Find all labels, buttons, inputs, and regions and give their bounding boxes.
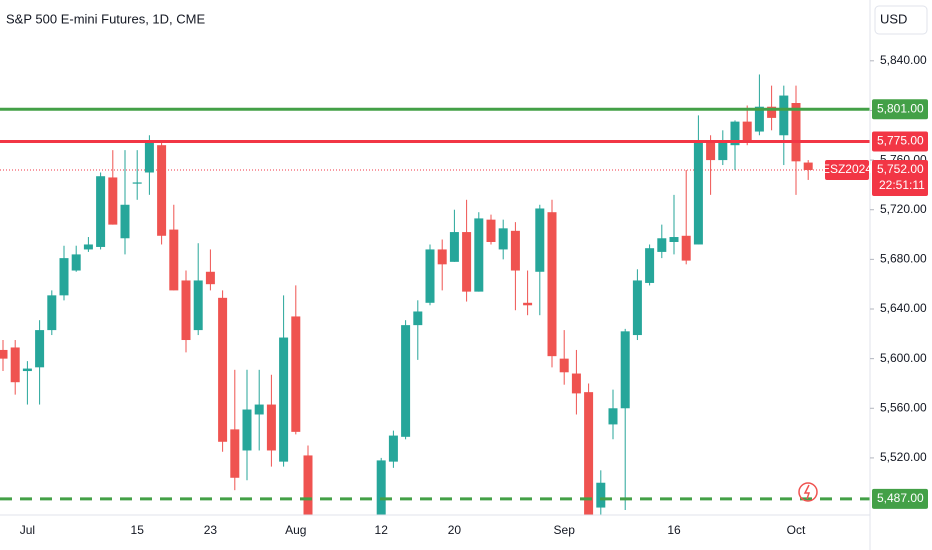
candle-body (120, 204, 130, 239)
candle-body (266, 404, 276, 451)
candle-body (559, 358, 569, 373)
candle-body (669, 237, 679, 242)
y-tick-label: 5,560.00 (880, 400, 927, 414)
y-tick-label: 5,720.00 (880, 202, 927, 216)
candle-body (425, 249, 435, 303)
plot-area (0, 74, 870, 515)
y-tick-label: 5,520.00 (880, 450, 927, 464)
candle-body (486, 219, 496, 242)
candle-body (523, 302, 533, 306)
candle-body (279, 337, 289, 462)
level-label: 5,801.00 (877, 101, 924, 115)
candle-body (803, 162, 813, 171)
candle-body (303, 455, 313, 515)
candle-body (620, 331, 630, 409)
candle-body (10, 347, 20, 383)
candle-body (108, 177, 118, 225)
candle-body (608, 408, 618, 425)
candle-body (571, 373, 581, 394)
symbol-label: ESZ2024 (822, 162, 872, 176)
candle-body (83, 244, 93, 250)
candle-body (144, 141, 154, 173)
candle-body (205, 271, 215, 285)
candle-body (754, 106, 764, 132)
candle-body (96, 176, 106, 247)
candle-body (693, 140, 703, 245)
candle-body (742, 121, 752, 141)
last-price-box (872, 160, 928, 197)
alert-icon (798, 482, 818, 502)
candle-body (132, 182, 142, 184)
candle-body (779, 95, 789, 136)
x-tick-label: 16 (667, 523, 681, 537)
candle-body (193, 280, 203, 331)
candle-body (22, 368, 32, 372)
level-label-box (872, 131, 928, 152)
candle-body (535, 208, 545, 272)
x-tick-label: 15 (131, 523, 145, 537)
candle-body (169, 229, 179, 291)
level-label: 5,487.00 (877, 491, 924, 505)
y-tick-label: 5,680.00 (880, 252, 927, 266)
last-price-label: 5,752.00 (877, 162, 924, 176)
x-tick-label: Jul (20, 523, 35, 537)
candle-body (791, 103, 801, 162)
candle-body (0, 349, 8, 359)
candle-body (230, 429, 240, 478)
y-tick-label: 5,640.00 (880, 301, 927, 315)
level-label: 5,775.00 (877, 134, 924, 148)
candle-body (632, 280, 642, 336)
candle-body (767, 106, 777, 118)
candle-body (437, 249, 447, 265)
candle-body (596, 482, 606, 508)
level-label-box (872, 488, 928, 509)
candle-body (498, 228, 508, 250)
candle-body (462, 232, 472, 292)
candle-body (681, 235, 691, 261)
y-tick-label: 5,600.00 (880, 351, 927, 365)
candle-body (547, 212, 557, 357)
candle-body (584, 392, 594, 515)
y-tick-label: 5,840.00 (880, 53, 927, 67)
chart-title: S&P 500 E-mini Futures, 1D, CME (6, 11, 205, 26)
candle-body (706, 140, 716, 161)
candle-body (449, 232, 459, 262)
candle-body (730, 121, 740, 146)
candle-body (254, 404, 264, 415)
countdown-label: 22:51:11 (879, 178, 925, 192)
x-tick-label: Oct (787, 523, 806, 537)
candle-body (291, 316, 301, 432)
candle-body (657, 238, 667, 252)
candle-body (71, 254, 81, 271)
candle-body (181, 280, 191, 341)
candle-body (218, 297, 228, 442)
candle-body (401, 325, 411, 437)
symbol-label-box (825, 160, 869, 181)
candle-body (510, 230, 520, 271)
candle-body (474, 218, 484, 292)
candle-body (645, 248, 655, 283)
x-tick-label: Aug (285, 523, 306, 537)
candle-body (35, 330, 45, 368)
x-tick-label: Sep (554, 523, 576, 537)
candle-body (157, 145, 167, 236)
candle-body (59, 258, 69, 296)
currency-button[interactable] (874, 5, 928, 35)
candle-body (388, 435, 398, 462)
currency[interactable]: USD (880, 11, 907, 26)
candle-body (718, 140, 728, 161)
candle-body (242, 409, 252, 451)
candle-body (413, 311, 423, 326)
x-tick-label: 23 (204, 523, 218, 537)
level-label-box (872, 99, 928, 120)
x-tick-label: 20 (448, 523, 462, 537)
candle-body (47, 295, 57, 331)
candle-body (376, 460, 386, 515)
x-tick-label: 12 (375, 523, 389, 537)
